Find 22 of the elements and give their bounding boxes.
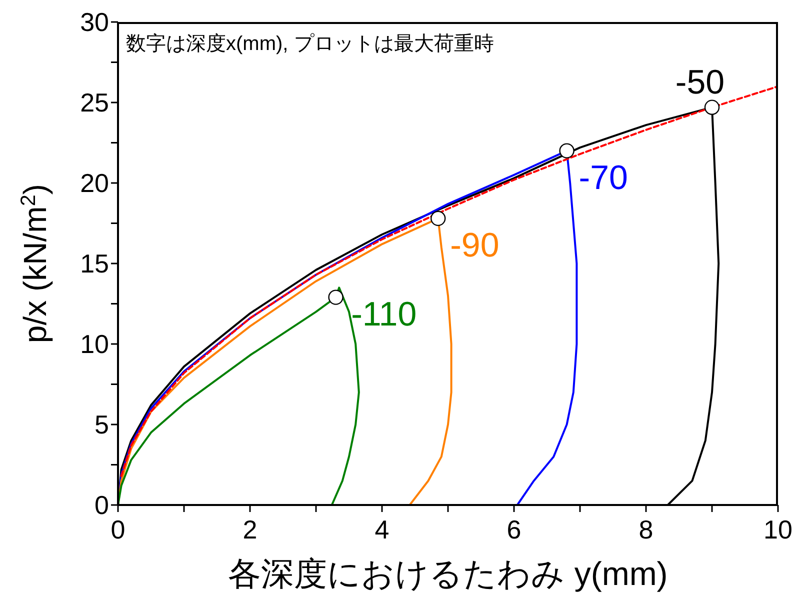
x-tick-label: 2 — [242, 514, 258, 544]
series-label: -90 — [450, 226, 500, 264]
y-tick-label: 10 — [80, 329, 109, 360]
y-tick-label: 5 — [94, 410, 109, 440]
x-tick-label: 8 — [638, 514, 654, 544]
y-tick-label: 20 — [80, 168, 109, 198]
y-tick-label: 0 — [94, 490, 109, 520]
x-tick-label: 4 — [374, 514, 390, 544]
y-tick-label: 30 — [80, 7, 109, 38]
point — [704, 100, 720, 115]
y-tick-label: 25 — [80, 88, 109, 118]
series-label: -70 — [578, 158, 628, 197]
point — [430, 210, 446, 226]
x-tick-label: 6 — [506, 514, 522, 544]
x-axis-title: 各深度におけるたわみ y(mm) — [228, 555, 668, 592]
y-tick-label: 15 — [80, 248, 109, 279]
point — [328, 290, 344, 305]
point — [559, 143, 574, 158]
x-tick-label: 10 — [764, 514, 792, 544]
series-label: -110 — [351, 296, 417, 334]
annotation: 数字は深度x(mm), プロットは最大荷重時 — [126, 32, 494, 57]
series-label: -50 — [675, 63, 725, 102]
